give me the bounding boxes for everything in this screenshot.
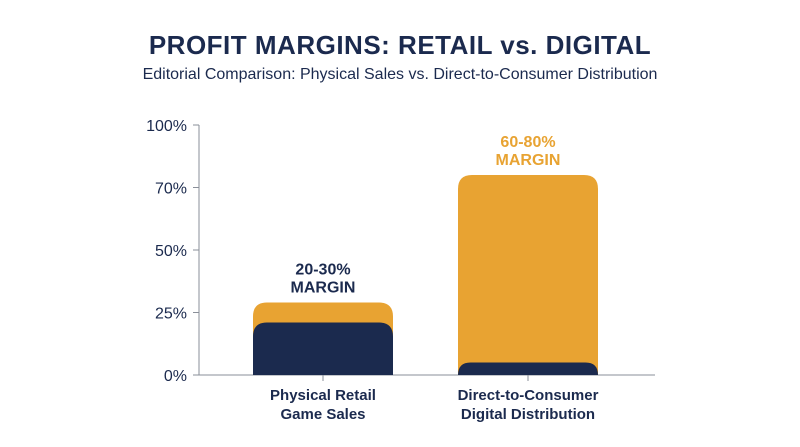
bar-annotation: 20-30%	[295, 262, 350, 279]
bar-annotation: MARGIN	[496, 152, 561, 169]
bar-outer	[458, 175, 598, 375]
x-category-label: Direct-to-Consumer	[458, 387, 599, 404]
bar-inner	[458, 362, 598, 375]
chart-title: PROFIT MARGINS: RETAIL vs. DIGITAL	[148, 30, 652, 60]
y-tick-label: 0%	[164, 368, 187, 385]
chart-subtitle: Editorial Comparison: Physical Sales vs.…	[142, 66, 658, 83]
y-tick-label: 100%	[146, 118, 187, 135]
y-tick-label: 25%	[155, 306, 187, 323]
y-tick-label: 50%	[155, 243, 187, 260]
bar-inner	[253, 322, 393, 375]
y-tick-label: 70%	[155, 181, 187, 198]
x-category-label: Game Sales	[280, 406, 365, 423]
x-category-label: Digital Distribution	[461, 406, 595, 423]
bar-annotation: MARGIN	[291, 280, 356, 297]
x-category-label: Physical Retail	[270, 387, 376, 404]
bar-annotation: 60-80%	[500, 134, 555, 151]
